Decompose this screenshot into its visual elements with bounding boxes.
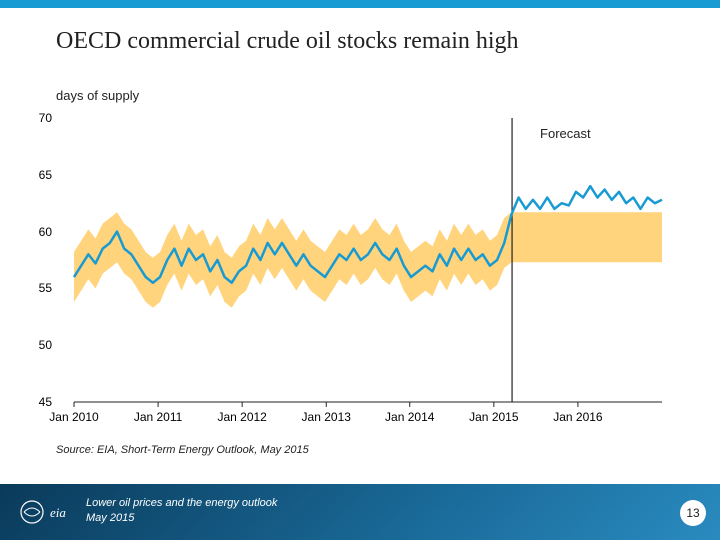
eia-logo: eia bbox=[18, 498, 74, 526]
slide-title: OECD commercial crude oil stocks remain … bbox=[56, 28, 519, 55]
page-number: 13 bbox=[680, 500, 706, 526]
y-tick-label: 65 bbox=[22, 168, 52, 182]
svg-text:eia: eia bbox=[50, 505, 66, 520]
x-tick-label: Jan 2010 bbox=[49, 410, 98, 424]
x-tick-label: Jan 2014 bbox=[385, 410, 434, 424]
footer-line1: Lower oil prices and the energy outlook bbox=[86, 497, 277, 509]
chart: 455055606570 Jan 2010Jan 2011Jan 2012Jan… bbox=[56, 112, 666, 422]
chart-subtitle: days of supply bbox=[56, 88, 139, 103]
x-tick-label: Jan 2015 bbox=[469, 410, 518, 424]
top-accent-bar bbox=[0, 0, 720, 8]
footer-line2: May 2015 bbox=[86, 512, 134, 524]
chart-svg bbox=[56, 112, 666, 422]
y-tick-label: 55 bbox=[22, 281, 52, 295]
y-tick-label: 70 bbox=[22, 111, 52, 125]
forecast-label: Forecast bbox=[540, 126, 591, 141]
source-text: Source: EIA, Short-Term Energy Outlook, … bbox=[56, 444, 309, 456]
x-tick-label: Jan 2016 bbox=[553, 410, 602, 424]
footer-text: Lower oil prices and the energy outlook … bbox=[86, 496, 277, 527]
y-tick-label: 50 bbox=[22, 338, 52, 352]
x-tick-label: Jan 2012 bbox=[217, 410, 266, 424]
x-tick-label: Jan 2013 bbox=[302, 410, 351, 424]
confidence-band bbox=[74, 212, 662, 307]
x-tick-label: Jan 2011 bbox=[134, 410, 183, 424]
slide: OECD commercial crude oil stocks remain … bbox=[0, 0, 720, 540]
y-tick-label: 60 bbox=[22, 225, 52, 239]
footer-bar: eia Lower oil prices and the energy outl… bbox=[0, 484, 720, 540]
y-tick-label: 45 bbox=[22, 395, 52, 409]
